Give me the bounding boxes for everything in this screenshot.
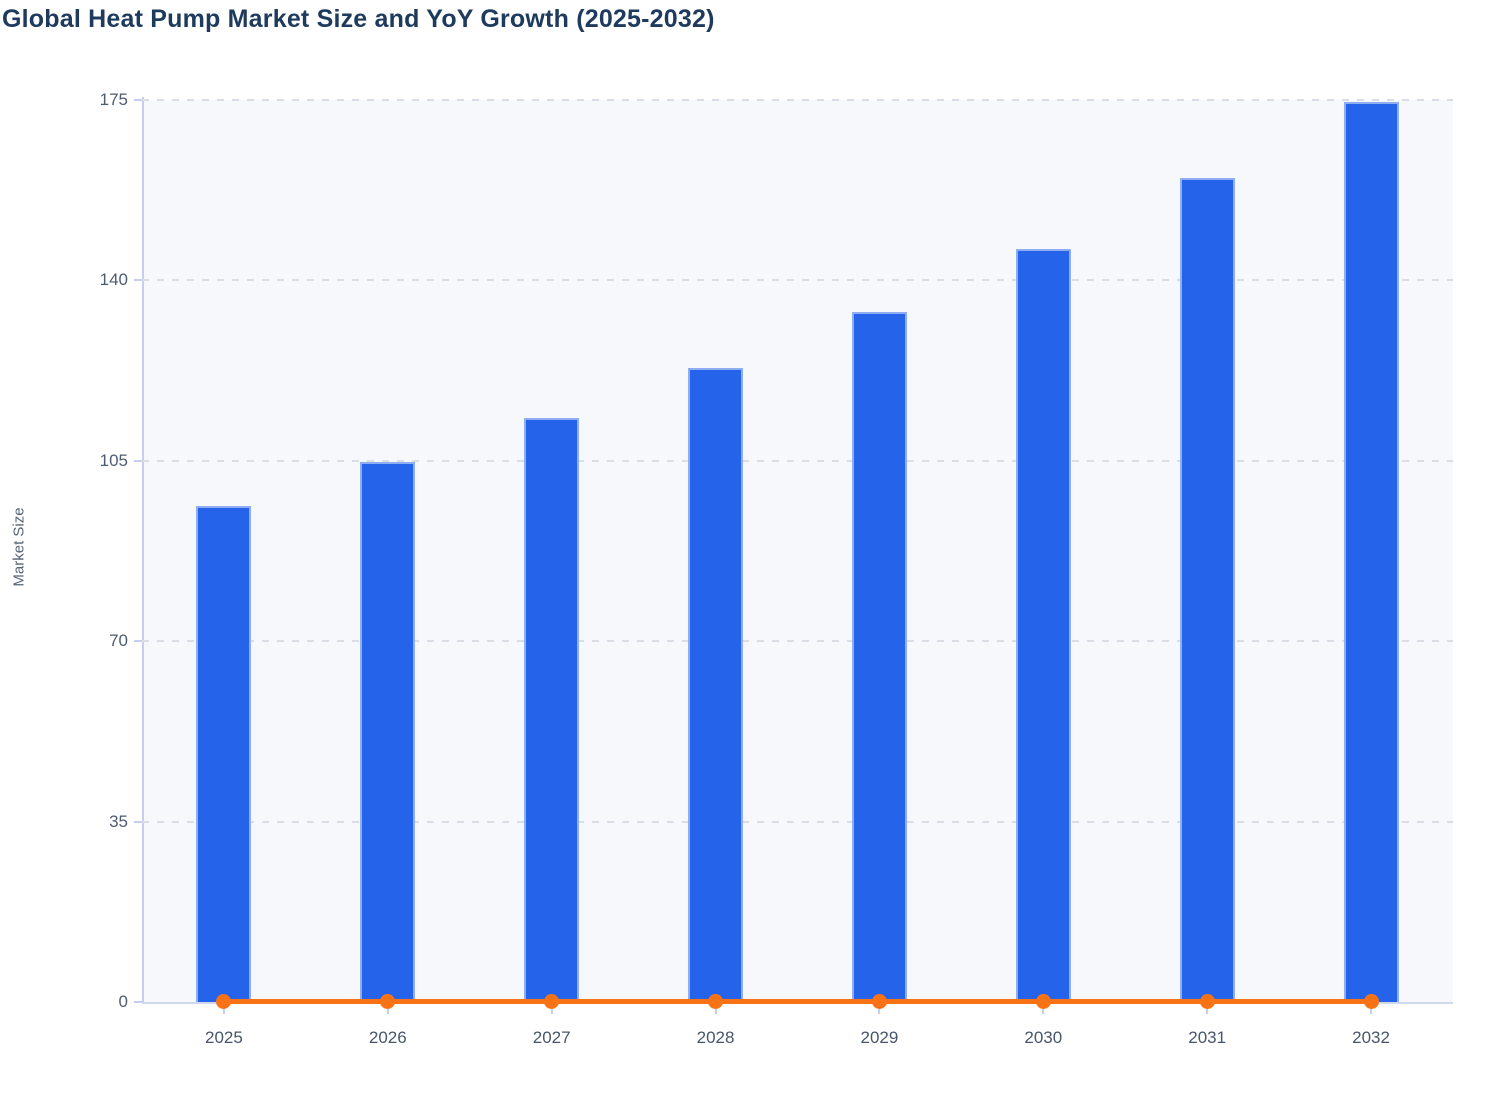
- x-tick-mark: [714, 1004, 717, 1014]
- y-tick-mark: [134, 459, 142, 462]
- y-tick-label: 105: [99, 450, 128, 470]
- x-tick-label-2032: 2032: [1352, 1028, 1390, 1047]
- gridline-70: [142, 640, 1453, 643]
- yoy-growth-point-2026: [380, 993, 396, 1009]
- bar-2030: [1015, 248, 1071, 1002]
- x-tick-mark: [878, 1004, 881, 1014]
- x-tick-mark: [222, 1004, 225, 1014]
- gridline-140: [142, 279, 1453, 282]
- yoy-growth-point-2027: [544, 993, 560, 1009]
- bar-2029: [851, 311, 907, 1002]
- x-tick-label-2031: 2031: [1188, 1028, 1227, 1047]
- y-tick-label: 0: [118, 992, 128, 1011]
- y-tick-mark: [134, 820, 142, 823]
- y-tick-label: 70: [109, 631, 128, 651]
- x-tick-label-2029: 2029: [860, 1028, 899, 1047]
- yoy-growth-point-2028: [708, 993, 724, 1009]
- bar-2027: [524, 418, 580, 1002]
- x-tick-mark: [550, 1004, 553, 1014]
- y-axis-line: [142, 97, 144, 1004]
- x-tick-label-2025: 2025: [205, 1028, 243, 1047]
- x-tick-mark: [1042, 1004, 1045, 1014]
- yoy-growth-point-2031: [1199, 993, 1215, 1009]
- x-tick-label-2026: 2026: [368, 1028, 407, 1047]
- x-tick-label-2030: 2030: [1024, 1028, 1063, 1047]
- x-tick-mark: [386, 1004, 389, 1014]
- x-tick-label-2028: 2028: [696, 1028, 735, 1047]
- gridline-175: [142, 99, 1453, 101]
- bar-2026: [360, 461, 416, 1002]
- gridline-35: [142, 820, 1453, 823]
- y-tick-label: 175: [99, 90, 128, 109]
- y-tick-mark: [134, 640, 142, 643]
- y-tick-label: 140: [99, 270, 128, 290]
- yoy-growth-line: [223, 999, 1372, 1004]
- bar-2028: [688, 368, 744, 1002]
- yoy-growth-point-2025: [216, 993, 232, 1009]
- gridline-105: [142, 459, 1453, 462]
- x-tick-label-2027: 2027: [532, 1028, 571, 1047]
- chart-title: Global Heat Pump Market Size and YoY Gro…: [2, 5, 715, 33]
- x-tick-mark: [1370, 1004, 1373, 1014]
- yoy-growth-point-2032: [1363, 993, 1379, 1009]
- y-tick-mark: [134, 279, 142, 282]
- y-tick-label: 35: [109, 811, 128, 831]
- y-tick-mark: [134, 1001, 142, 1003]
- y-tick-mark: [134, 99, 142, 101]
- yoy-growth-point-2029: [871, 993, 887, 1009]
- bar-2025: [196, 505, 252, 1002]
- x-tick-mark: [1206, 1004, 1209, 1014]
- yoy-growth-point-2030: [1035, 993, 1051, 1009]
- bar-2032: [1343, 101, 1399, 1002]
- bar-2031: [1179, 177, 1235, 1002]
